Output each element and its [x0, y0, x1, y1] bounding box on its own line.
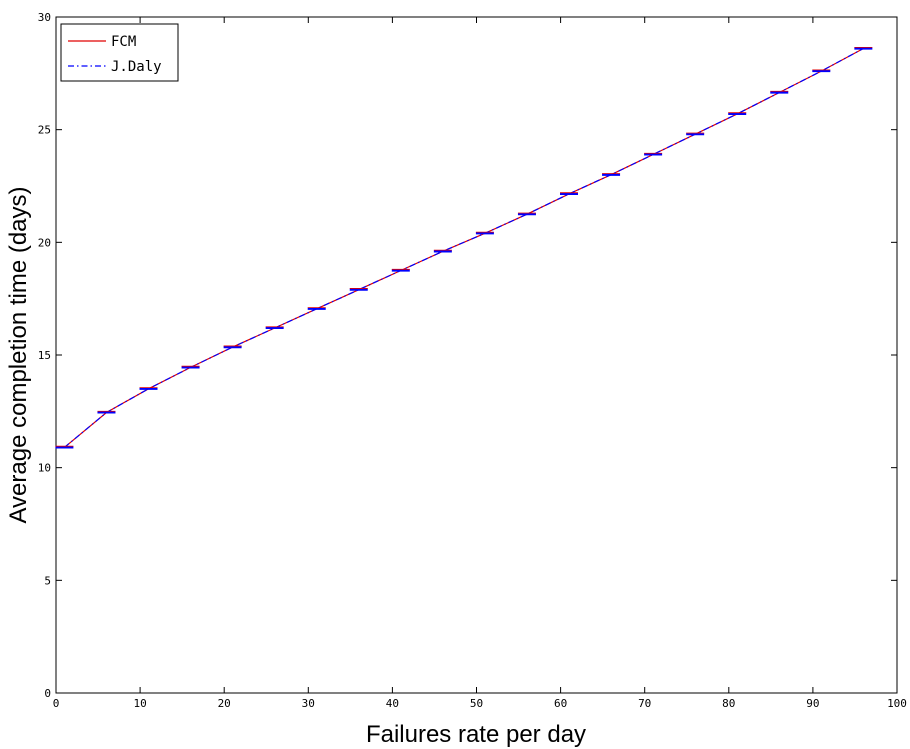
x-tick-label: 20	[218, 697, 231, 710]
series-lines	[64, 47, 864, 448]
legend-box	[60, 23, 179, 82]
x-tick-label: 60	[554, 697, 567, 710]
y-tick-label: 0	[44, 687, 51, 700]
data-markers	[55, 46, 873, 449]
x-tick-label: 100	[887, 697, 907, 710]
x-tick-label: 70	[638, 697, 651, 710]
x-tick-label: 10	[133, 697, 146, 710]
x-tick-label: 50	[470, 697, 483, 710]
y-tick-label: 10	[38, 462, 51, 475]
x-tick-label: 30	[302, 697, 315, 710]
x-axis-title: Failures rate per day	[366, 721, 586, 748]
x-tick-label: 40	[386, 697, 399, 710]
y-tick-label: 30	[38, 11, 51, 24]
legend-label-fcm: FCM	[111, 34, 136, 50]
y-tick-label: 25	[38, 124, 51, 137]
series-line-j-daly	[64, 47, 864, 448]
y-tick-label: 5	[44, 574, 51, 587]
legend-label-jdaly: J.Daly	[111, 59, 162, 75]
legend: FCM J.Daly	[60, 23, 179, 82]
y-tick-label: 15	[38, 349, 51, 362]
x-tick-label: 90	[806, 697, 819, 710]
axis-ticks: 0 10 20 30 40 50 60 70 80 90 100 0 5 10 15 20 25 30	[38, 11, 907, 710]
x-tick-label: 80	[722, 697, 735, 710]
plot-area	[55, 16, 898, 694]
x-tick-label: 0	[53, 697, 60, 710]
y-tick-label: 20	[38, 236, 51, 249]
y-axis-title: Average completion time (days)	[5, 186, 32, 523]
